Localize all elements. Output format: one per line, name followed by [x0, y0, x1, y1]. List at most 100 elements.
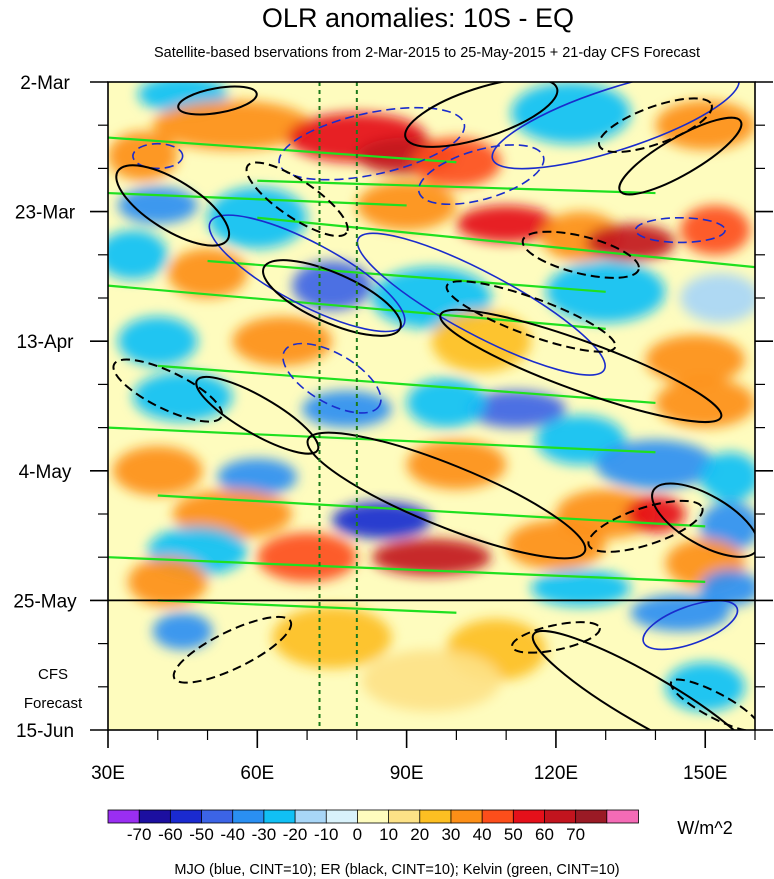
colorbar-label-6: -10 — [314, 825, 339, 844]
colorbar: -70 -60 -50 -40 -30 -20 -10 0 10 20 30 40 50 60 70 — [107, 809, 639, 844]
y-axis: 2-Mar 23-Mar 13-Apr 4-May 25-May 15-Jun — [13, 73, 773, 742]
colorbar-swatch-10 — [419, 809, 452, 824]
colorbar-label-8: 10 — [379, 825, 398, 844]
anomaly-cell-24 — [645, 335, 746, 385]
mjo-contour-5 — [356, 232, 606, 376]
er-contour-14 — [245, 161, 349, 238]
colorbar-label-7: 0 — [353, 825, 362, 844]
mjo-contour-7 — [634, 216, 726, 244]
anomaly-cell-25 — [132, 372, 233, 422]
er-contour-16 — [445, 280, 617, 353]
colorbar-swatch-0 — [107, 809, 141, 824]
colorbar-label-3: -40 — [220, 825, 245, 844]
anomaly-cell-29 — [655, 378, 755, 428]
x-tick-label-2: 90E — [390, 763, 424, 784]
colorbar-swatch-5 — [263, 809, 296, 824]
anomaly-cell-32 — [217, 458, 298, 496]
er-contour-19 — [112, 358, 224, 423]
contour-legend-footnote: MJO (blue, CINT=10); ER (black, CINT=10)… — [174, 862, 619, 878]
colorbar-swatch-11 — [450, 809, 484, 824]
forecast-label-line1: CFS — [38, 666, 68, 683]
colorbar-units: W/m^2 — [677, 818, 732, 838]
er-contour-11 — [597, 97, 713, 154]
colorbar-label-12: 50 — [504, 825, 523, 844]
y-tick-label-1: 23-Mar — [15, 203, 76, 224]
forecast-label-line2: Forecast — [24, 695, 83, 712]
er-contour-13 — [115, 164, 231, 247]
anomaly-cell-46 — [127, 557, 208, 607]
colorbar-swatch-3 — [201, 809, 234, 824]
er-contour-26 — [531, 630, 755, 730]
kelvin-contour-10 — [257, 216, 755, 269]
anomaly-cell-28 — [406, 378, 487, 428]
y-tick-label-2: 13-Apr — [16, 332, 74, 353]
colorbar-swatch-13 — [512, 809, 546, 824]
colorbar-label-10: 30 — [441, 825, 460, 844]
er-contour-15 — [262, 259, 402, 337]
colorbar-swatch-8 — [357, 809, 390, 824]
chart-subtitle: Satellite-based bservations from 2-Mar-2… — [154, 45, 700, 61]
y-tick-label-0: 2-Mar — [20, 73, 70, 94]
anomaly-cell-8 — [117, 186, 198, 224]
colorbar-label-1: -60 — [158, 825, 183, 844]
colorbar-label-5: -20 — [283, 825, 308, 844]
anomaly-cell-49 — [152, 612, 213, 650]
reference-lines — [318, 82, 358, 730]
colorbar-label-9: 20 — [410, 825, 429, 844]
kelvin-contour-3 — [257, 179, 656, 195]
er-contour-27 — [669, 678, 755, 730]
plot-area — [108, 82, 755, 730]
mjo-contour-3 — [491, 82, 740, 170]
colorbar-swatch-15 — [575, 809, 608, 824]
anomaly-cell-1 — [152, 100, 313, 150]
colorbar-swatch-6 — [294, 809, 328, 824]
mjo-contour-4 — [208, 214, 406, 333]
colorbar-label-14: 70 — [566, 825, 585, 844]
anomaly-cell-37 — [331, 501, 432, 539]
er-contour-9 — [177, 85, 258, 116]
colorbar-swatch-1 — [138, 809, 172, 824]
colorbar-swatch-12 — [481, 809, 515, 824]
er-contour-18 — [439, 308, 723, 423]
plot-frame — [107, 81, 756, 731]
mjo-contour-1 — [278, 106, 466, 181]
anomaly-cell-42 — [257, 532, 357, 582]
anomaly-field — [108, 82, 755, 712]
anomaly-cell-39 — [625, 495, 686, 533]
y-tick-label-5: 15-Jun — [16, 721, 74, 742]
anomaly-cell-6 — [511, 82, 631, 144]
x-tick-label-1: 60E — [240, 763, 274, 784]
er-contour-12 — [618, 116, 743, 196]
anomaly-cell-17 — [292, 260, 372, 311]
colorbar-label-0: -70 — [127, 825, 152, 844]
anomaly-cell-15 — [680, 205, 751, 255]
anomaly-cell-7 — [655, 100, 755, 150]
mjo-contour-2 — [417, 144, 545, 206]
mjo-contour-6 — [282, 342, 382, 414]
x-tick-label-4: 150E — [683, 763, 727, 784]
er-contour-10 — [404, 82, 559, 148]
kelvin-contour-8 — [108, 556, 706, 583]
colorbar-label-2: -50 — [189, 825, 214, 844]
colorbar-swatch-2 — [169, 809, 203, 824]
anomaly-cell-50 — [272, 606, 392, 669]
colorbar-swatch-7 — [325, 809, 359, 824]
er-contour-23 — [651, 482, 755, 558]
kelvin-contour-6 — [108, 426, 656, 454]
er-contour-22 — [587, 499, 704, 553]
colorbar-label-4: -30 — [252, 825, 277, 844]
colorbar-swatch-14 — [544, 809, 577, 824]
anomaly-cell-22 — [232, 316, 332, 366]
anomaly-cell-30 — [536, 415, 626, 465]
kelvin-contour-2 — [207, 259, 606, 293]
colorbar-swatch-9 — [388, 809, 421, 824]
er-contour-21 — [306, 431, 587, 560]
anomaly-cell-21 — [117, 316, 198, 366]
chart-title: OLR anomalies: 10S - EQ — [262, 3, 574, 33]
mjo-contour-0 — [132, 142, 184, 170]
anomaly-cell-48 — [700, 569, 755, 607]
colorbar-label-13: 60 — [535, 825, 554, 844]
x-axis: 30E 60E 90E 120E 150E — [91, 730, 756, 784]
anomaly-cell-44 — [506, 520, 606, 570]
